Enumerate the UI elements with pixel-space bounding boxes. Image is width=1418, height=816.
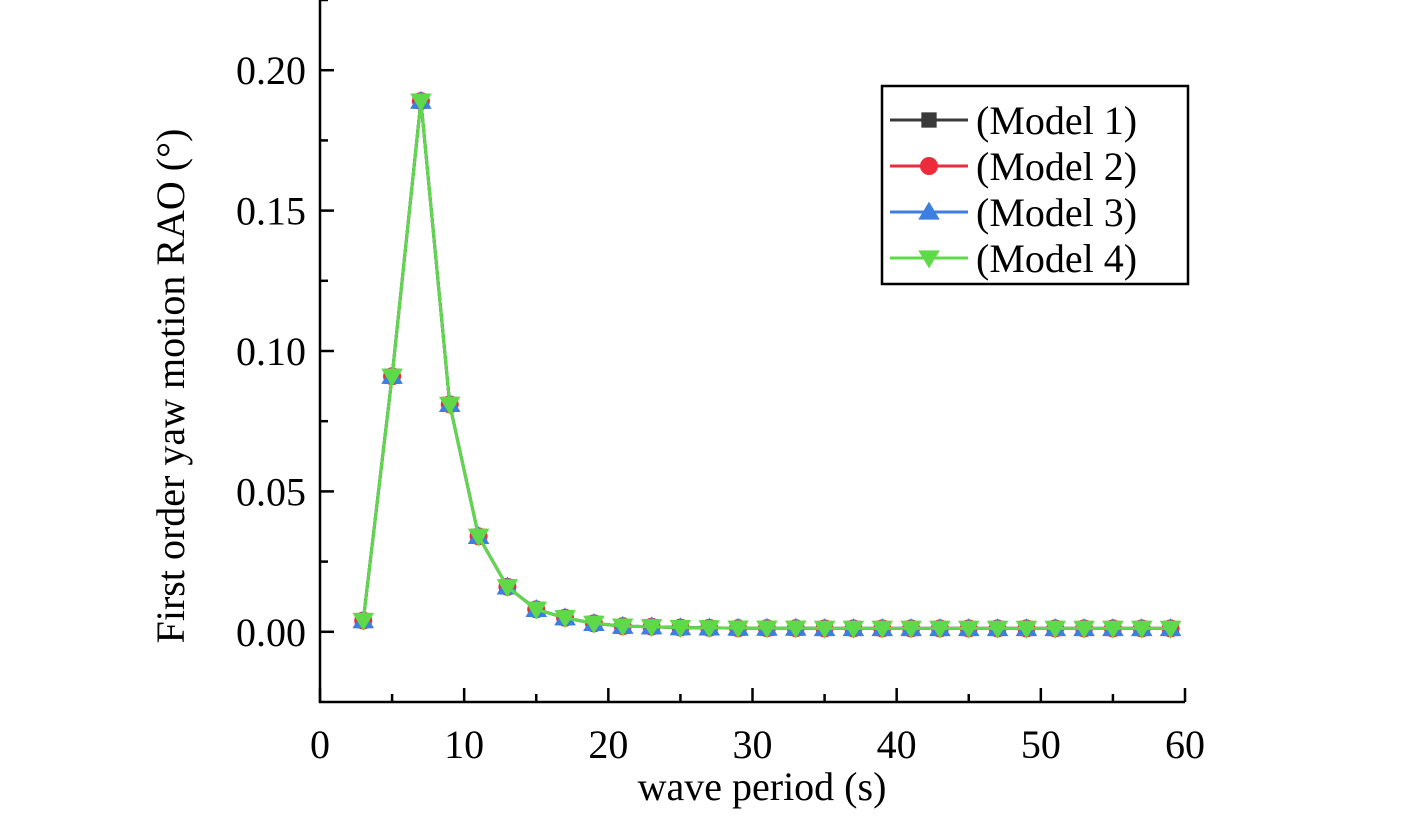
data-point [640,619,663,638]
legend-label: (Model 2) [976,144,1137,189]
y-tick-label: 0.10 [236,329,306,374]
x-tick-label: 30 [733,722,773,767]
y-tick-label: 0.20 [236,48,306,93]
x-tick-label: 60 [1165,722,1205,767]
y-tick-label: 0.00 [236,610,306,655]
legend-item: (Model 1) [890,98,1137,143]
data-point [611,618,634,637]
data-point [756,620,778,639]
data-point [813,620,836,639]
data-point [496,579,519,598]
data-point [438,396,461,415]
y-tick-label: 0.05 [236,469,306,514]
data-point [1015,620,1038,639]
tick-labels: 0.00 0.05 0.10 0.15 0.20 0 10 20 30 40 50 60 [236,48,1205,767]
data-point [784,620,807,639]
legend-label: (Model 3) [976,190,1137,235]
legend: (Model 1)(Model 2)(Model 3)(Model 4) [880,84,1190,286]
legend-marker [918,201,940,220]
data-point [842,620,865,639]
data-point [467,528,490,547]
x-axis-title: wave period (s) [638,764,887,809]
legend-label: (Model 1) [976,98,1137,143]
data-point [669,619,692,638]
data-point [1073,620,1095,639]
legend-marker [921,112,937,128]
y-axis-title: First order yaw motion RAO (°) [148,129,193,644]
data-point [1130,620,1153,639]
series [352,90,1182,639]
data-point [727,620,749,639]
data-point [986,620,1009,639]
legend-label: (Model 4) [976,236,1137,281]
data-point [1102,620,1124,639]
legend-item: (Model 3) [890,190,1137,235]
data-point [1044,620,1067,639]
data-point [957,620,980,639]
data-point [871,620,894,639]
x-tick-label: 20 [588,722,628,767]
x-tick-label: 50 [1021,722,1061,767]
data-point [698,620,721,639]
data-point [525,601,548,620]
x-tick-label: 0 [310,722,330,767]
data-point [900,620,922,639]
data-point [583,615,605,634]
data-point [1159,620,1182,639]
x-tick-label: 40 [877,722,917,767]
x-tick-label: 10 [444,722,484,767]
data-point [929,620,951,639]
data-point [381,368,403,387]
data-point [352,612,375,631]
data-point [554,610,576,629]
y-tick-label: 0.15 [236,189,306,234]
data-point [410,93,432,112]
legend-item: (Model 4) [890,236,1137,281]
series-4 [352,93,1182,639]
ticks [318,0,1187,702]
legend-item: (Model 2) [890,144,1137,189]
legend-marker [918,250,940,269]
legend-marker [920,157,938,175]
